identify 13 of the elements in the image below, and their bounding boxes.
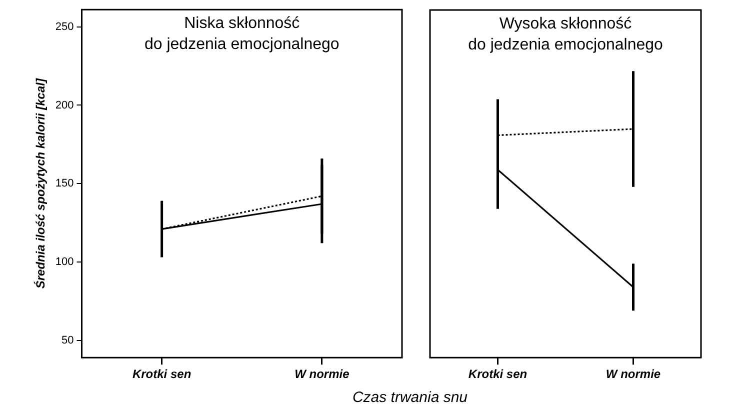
x-tick-label: Krotki sen	[132, 367, 192, 382]
x-axis-title: Czas trwania snu	[351, 389, 469, 406]
y-tick-label: 250	[55, 20, 74, 33]
x-tick-label: W normie	[294, 367, 350, 382]
y-axis-title: Średnia ilość spożytych kalorii [kcal]	[34, 78, 48, 289]
y-tick-label: 200	[55, 99, 74, 112]
text: Wysoka skłonność do jedzenia emocjonalnego	[468, 15, 664, 54]
y-tick-label: 50	[62, 334, 74, 346]
y-tick-label: 100	[55, 256, 74, 268]
x-tick-label: Krotki sen	[468, 367, 528, 382]
x-tick-label: W normie	[606, 367, 661, 382]
text: Niska skłonność do jedzenia emocjonalnego	[144, 15, 340, 54]
y-tick-label: 150	[55, 178, 74, 190]
